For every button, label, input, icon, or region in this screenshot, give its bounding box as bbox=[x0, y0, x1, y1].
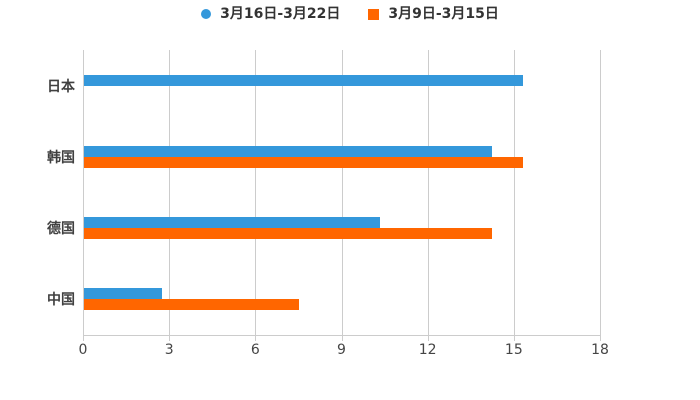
bar-韩国-series-2 bbox=[84, 156, 524, 168]
x-tick-label-9: 9 bbox=[337, 342, 346, 358]
x-tick-12 bbox=[427, 336, 429, 341]
y-category-label-2: 韩国 bbox=[47, 149, 75, 166]
gridline-x-12 bbox=[427, 50, 429, 335]
x-tick-label-0: 0 bbox=[78, 342, 88, 358]
x-tick-label-15: 15 bbox=[504, 342, 523, 358]
x-tick-3 bbox=[169, 336, 171, 341]
legend: 3月16日-3月22日 3月9日-3月15日 bbox=[0, 4, 700, 24]
x-tick-18 bbox=[600, 336, 601, 341]
x-axis-line bbox=[83, 335, 601, 336]
bar-日本-series-1 bbox=[84, 74, 524, 86]
bar-韩国-series-1 bbox=[84, 145, 492, 157]
x-tick-15 bbox=[513, 336, 515, 341]
x-tick-label-3: 3 bbox=[164, 342, 174, 358]
gridline-x-9 bbox=[341, 50, 343, 335]
x-tick-9 bbox=[341, 336, 343, 341]
bar-德国-series-1 bbox=[84, 217, 380, 229]
legend-item-mar9-mar15[interactable]: 3月9日-3月15日 bbox=[368, 7, 499, 21]
y-category-label-3: 德国 bbox=[47, 221, 75, 238]
x-tick-label-18: 18 bbox=[591, 342, 609, 358]
plot-area: 0 3 6 9 12 15 18 bbox=[79, 50, 609, 358]
y-category-label-4: 中国 bbox=[47, 292, 75, 309]
gridline-x-15 bbox=[513, 50, 515, 335]
gridline-x-0 bbox=[83, 50, 84, 335]
x-tick-label-6: 6 bbox=[250, 342, 260, 358]
gridline-x-3 bbox=[169, 50, 171, 335]
y-category-label-1: 日本 bbox=[47, 78, 75, 95]
bar-中国-series-2 bbox=[84, 299, 300, 311]
legend-square-marker-icon bbox=[368, 8, 380, 20]
legend-item-mar16-mar22[interactable]: 3月16日-3月22日 bbox=[201, 7, 340, 21]
legend-label-mar16-mar22: 3月16日-3月22日 bbox=[220, 6, 341, 22]
x-tick-label-12: 12 bbox=[418, 342, 437, 358]
x-tick-6 bbox=[255, 336, 257, 341]
legend-circle-marker-icon bbox=[201, 9, 212, 19]
gridline-x-6 bbox=[255, 50, 257, 335]
y-axis-labels: 日本 韩国 德国 中国 bbox=[0, 50, 75, 335]
bar-中国-series-1 bbox=[84, 288, 162, 300]
bar-德国-series-2 bbox=[84, 228, 492, 240]
gridline-x-18 bbox=[600, 50, 601, 335]
x-tick-0 bbox=[83, 336, 84, 341]
legend-label-mar9-mar15: 3月9日-3月15日 bbox=[388, 6, 499, 22]
